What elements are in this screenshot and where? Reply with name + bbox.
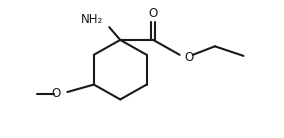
Text: O: O [149, 7, 158, 20]
Text: O: O [185, 51, 194, 64]
Text: NH₂: NH₂ [80, 13, 103, 26]
Text: O: O [52, 87, 61, 100]
